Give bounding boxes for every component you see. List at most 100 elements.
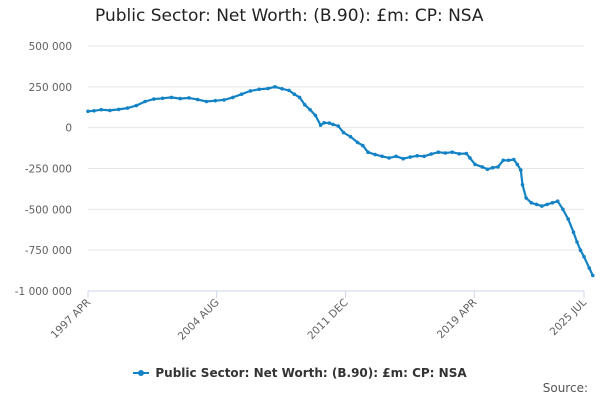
data-point[interactable] <box>187 96 191 100</box>
y-axis: 500 000 250 000 0 -250 000 -500 000 -750 000 -… <box>15 41 72 298</box>
x-tick-label: 2019 APR <box>435 297 479 341</box>
data-point[interactable] <box>313 113 318 118</box>
y-tick-label: -500 000 <box>25 204 72 216</box>
data-point[interactable] <box>575 240 579 244</box>
data-point[interactable] <box>331 122 335 127</box>
data-point[interactable] <box>239 92 244 96</box>
x-tick-label: 2011 DEC <box>305 297 350 342</box>
data-point[interactable] <box>571 230 576 234</box>
data-point[interactable] <box>529 201 534 205</box>
y-tick-label: 0 <box>65 123 72 135</box>
data-point[interactable] <box>380 154 384 159</box>
data-point[interactable] <box>143 99 147 104</box>
data-point[interactable] <box>429 152 434 156</box>
data-point[interactable] <box>195 97 200 102</box>
data-point[interactable] <box>308 107 312 112</box>
data-point[interactable] <box>473 162 477 167</box>
data-point[interactable] <box>387 156 391 160</box>
legend[interactable]: Public Sector: Net Worth: (B.90): £m: CP… <box>0 366 600 380</box>
data-point[interactable] <box>292 92 297 96</box>
series-layer[interactable] <box>86 85 595 278</box>
data-point[interactable] <box>506 158 511 163</box>
data-point[interactable] <box>204 99 209 104</box>
data-point[interactable] <box>496 165 500 169</box>
source-label: Source: <box>542 381 588 395</box>
data-point[interactable] <box>125 106 130 110</box>
data-point[interactable] <box>116 107 121 112</box>
data-point[interactable] <box>408 155 413 159</box>
y-tick-label: 500 000 <box>29 41 72 53</box>
data-point[interactable] <box>394 154 398 159</box>
data-point[interactable] <box>515 162 520 167</box>
data-point[interactable] <box>443 151 448 155</box>
data-point[interactable] <box>501 158 506 163</box>
data-point[interactable] <box>520 183 525 187</box>
x-tick-label: 2004 AUG <box>176 297 222 343</box>
data-point[interactable] <box>578 248 583 252</box>
data-point[interactable] <box>108 108 112 113</box>
data-point[interactable] <box>550 201 555 205</box>
data-point[interactable] <box>587 266 592 270</box>
data-point[interactable] <box>303 103 307 107</box>
x-tick-label: 1997 APR <box>49 297 93 341</box>
data-point[interactable] <box>152 97 156 101</box>
data-point[interactable] <box>322 121 326 125</box>
data-point[interactable] <box>257 87 262 92</box>
data-point[interactable] <box>490 165 495 170</box>
data-point[interactable] <box>287 88 291 93</box>
data-point[interactable] <box>450 150 455 154</box>
data-point[interactable] <box>355 140 360 145</box>
data-point[interactable] <box>468 156 472 160</box>
x-axis: 1997 APR 2004 AUG 2011 DEC 2019 APR 2025 JUL <box>49 290 590 343</box>
data-point[interactable] <box>591 273 595 278</box>
data-point[interactable] <box>348 134 353 139</box>
data-point[interactable] <box>266 86 270 91</box>
series-line[interactable] <box>86 85 594 277</box>
data-point[interactable] <box>566 217 570 221</box>
data-point[interactable] <box>534 202 539 207</box>
data-point[interactable] <box>134 103 139 108</box>
data-point[interactable] <box>297 95 302 100</box>
data-point[interactable] <box>457 152 462 156</box>
x-tick-label: 2025 JUL <box>548 297 590 339</box>
data-point[interactable] <box>540 204 544 208</box>
data-point[interactable] <box>545 202 549 207</box>
data-point[interactable] <box>213 98 218 103</box>
data-point[interactable] <box>480 165 485 169</box>
grid <box>88 45 584 292</box>
data-point[interactable] <box>519 168 523 172</box>
data-point[interactable] <box>524 196 528 200</box>
data-point[interactable] <box>336 124 341 128</box>
data-point[interactable] <box>86 109 90 114</box>
data-point[interactable] <box>485 167 490 172</box>
data-point[interactable] <box>422 154 427 159</box>
data-point[interactable] <box>415 154 420 158</box>
data-point[interactable] <box>561 207 565 212</box>
data-point[interactable] <box>436 150 441 154</box>
data-point[interactable] <box>280 87 284 91</box>
data-point[interactable] <box>318 123 323 127</box>
y-tick-label: -250 000 <box>25 164 72 176</box>
data-point[interactable] <box>222 98 226 102</box>
data-point[interactable] <box>366 150 370 154</box>
data-point[interactable] <box>160 96 165 101</box>
data-point[interactable] <box>231 95 235 100</box>
data-point[interactable] <box>273 85 277 89</box>
data-point[interactable] <box>99 107 103 112</box>
data-point[interactable] <box>341 130 346 135</box>
data-point[interactable] <box>361 143 365 148</box>
data-point[interactable] <box>178 96 182 101</box>
data-point[interactable] <box>248 89 253 93</box>
data-point[interactable] <box>327 121 332 125</box>
y-tick-label: -750 000 <box>25 245 72 257</box>
data-point[interactable] <box>582 254 586 259</box>
data-point[interactable] <box>92 109 96 113</box>
data-point[interactable] <box>401 156 406 161</box>
y-tick-label: 250 000 <box>29 82 72 94</box>
data-point[interactable] <box>169 95 174 100</box>
data-point[interactable] <box>512 157 516 162</box>
data-point[interactable] <box>373 152 377 157</box>
data-point[interactable] <box>555 199 560 203</box>
data-point[interactable] <box>464 151 469 156</box>
